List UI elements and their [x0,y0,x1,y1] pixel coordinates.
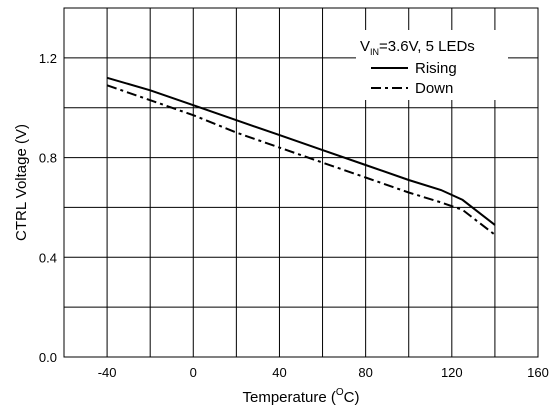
x-axis-label: Temperature (OC) [243,387,360,406]
plot-frame [63,7,539,358]
legend-title: VIN=3.6V, 5 LEDs [360,38,475,57]
axis-labels: Temperature (OC) CTRL Voltage (V) [13,124,359,406]
x-tick-label: 160 [527,365,549,380]
x-tick-label: 80 [358,365,372,380]
y-tick-label: 0.8 [39,151,57,166]
y-tick-label: 1.2 [39,51,57,66]
legend-box [356,30,508,100]
ticks: -40 0 40 80 120 160 0.0 0.4 0.8 1.2 [39,51,549,380]
y-tick-label: 0.0 [39,350,57,365]
grid [64,8,538,357]
x-tick-label: 0 [190,365,197,380]
series-layer [106,76,496,236]
x-tick-label: 40 [272,365,286,380]
series-line-down [106,84,496,236]
y-axis-label: CTRL Voltage (V) [13,124,30,241]
series-line-rising [106,76,496,226]
x-tick-label: -40 [98,365,117,380]
legend: VIN=3.6V, 5 LEDs Rising Down [356,30,508,100]
legend-label-rising: Rising [415,60,457,77]
y-tick-label: 0.4 [39,250,57,265]
legend-label-down: Down [415,80,453,97]
x-tick-label: 120 [441,365,463,380]
